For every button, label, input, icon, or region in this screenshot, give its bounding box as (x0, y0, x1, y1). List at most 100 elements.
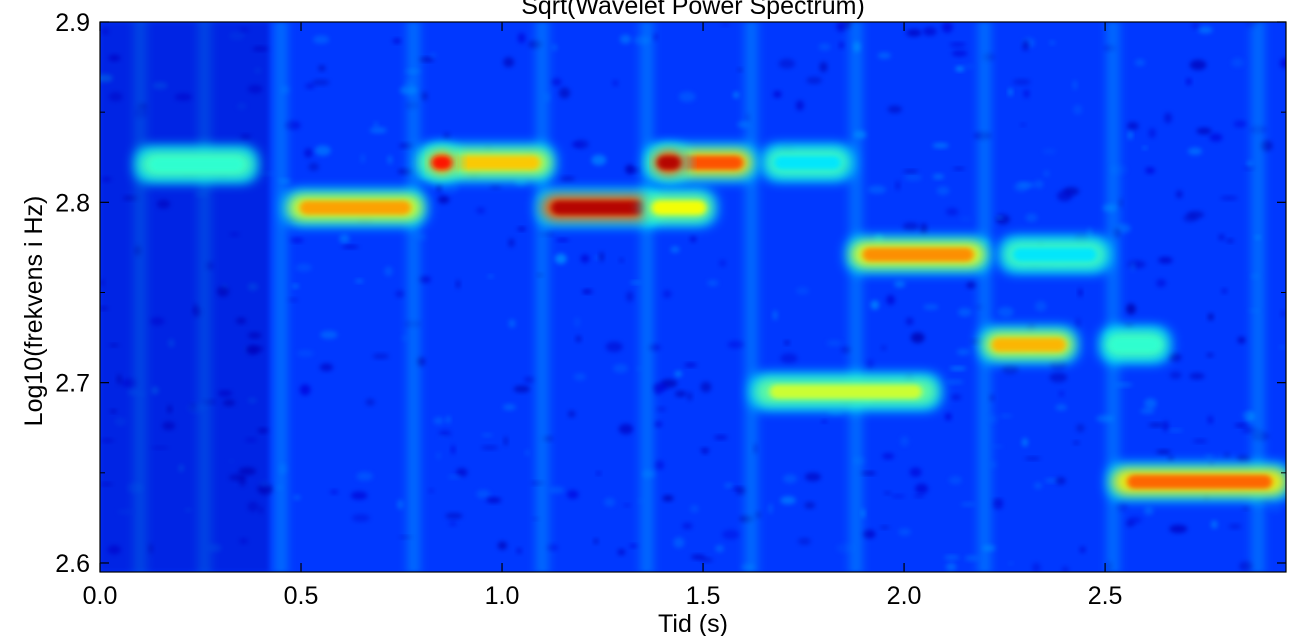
heatmap-speckle (629, 280, 642, 285)
heatmap-speckle (508, 238, 515, 248)
heatmap-speckle (966, 281, 977, 289)
heatmap-speckle (503, 57, 515, 68)
heatmap-speckle (804, 472, 821, 482)
heatmap-speckle (549, 486, 565, 494)
heatmap-speckle (1055, 477, 1066, 485)
heatmap-speckle (1280, 57, 1286, 69)
heatmap-speckle (292, 284, 299, 289)
heatmap-speckle (905, 317, 914, 326)
heatmap-speckle (513, 385, 531, 393)
heatmap-speckle (314, 145, 331, 156)
heatmap-speckle (654, 460, 664, 470)
heatmap-speckle (489, 184, 502, 189)
heatmap-speckle (945, 207, 959, 216)
heatmap-speckle (1142, 146, 1147, 150)
onset-streak (640, 22, 653, 572)
heatmap-speckle (634, 366, 643, 371)
heatmap-speckle (1168, 456, 1174, 462)
heatmap-speckle (626, 291, 634, 302)
heatmap-speckle (1239, 561, 1254, 572)
heatmap-speckle (1226, 238, 1234, 243)
heatmap-speckle (1268, 505, 1282, 514)
heatmap-speckle (1176, 190, 1183, 199)
heatmap-speckle (618, 423, 634, 435)
heatmap-speckle (963, 64, 974, 69)
heatmap-speckle (360, 153, 366, 164)
heatmap-speckle (487, 274, 494, 279)
heatmap-speckle (784, 340, 790, 345)
heatmap-speckle (1140, 408, 1155, 414)
heatmap-speckle (1021, 437, 1028, 447)
heatmap-speckle (904, 174, 923, 181)
heatmap-speckle (1204, 454, 1214, 459)
heatmap-speckle (955, 66, 965, 72)
heatmap-speckle (722, 529, 740, 540)
heatmap-speckle (1158, 256, 1173, 264)
heatmap-speckle (952, 167, 966, 171)
heatmap-speckle (1191, 22, 1200, 29)
heatmap-speckle (783, 474, 797, 484)
heatmap-speckle (456, 468, 468, 477)
heatmap-speckle (384, 266, 393, 277)
heatmap-speckle (443, 132, 450, 140)
heatmap-speckle (1206, 352, 1214, 358)
heatmap-speckle (720, 22, 730, 27)
heatmap-speckle (293, 495, 301, 500)
heatmap-speckle (1043, 170, 1050, 178)
heatmap-speckle (1162, 420, 1169, 432)
heatmap-speckle (436, 452, 441, 460)
heatmap-speckle (768, 503, 773, 515)
y-tick-label: 2.8 (55, 189, 90, 217)
heatmap-speckle (613, 363, 628, 373)
heatmap-speckle (304, 148, 313, 158)
heatmap-speckle (682, 522, 693, 530)
heatmap-speckle (433, 417, 444, 425)
heatmap-speckle (898, 528, 911, 536)
heatmap-speckle (1156, 449, 1171, 455)
heatmap-speckle (653, 385, 662, 395)
heatmap-speckle (612, 80, 619, 87)
heatmap-speckle (906, 29, 922, 37)
heatmap-speckle (1061, 566, 1069, 572)
heatmap-speckle (653, 33, 658, 41)
heatmap-speckle (580, 254, 590, 263)
heatmap-speckle (450, 445, 456, 455)
heatmap-speckle (320, 330, 338, 339)
heatmap-speckle (1073, 441, 1080, 445)
heatmap-speckle (429, 53, 437, 58)
heatmap-speckle (866, 359, 874, 370)
heatmap-speckle (690, 235, 697, 243)
heatmap-speckle (1058, 391, 1065, 397)
heatmap-speckle (1130, 261, 1136, 272)
heatmap-speckle (1075, 318, 1081, 329)
heatmap-speckle (662, 495, 674, 502)
heatmap-speckle (420, 91, 428, 101)
heatmap-speckle (922, 26, 937, 36)
onset-streak (978, 22, 991, 572)
heatmap-speckle (678, 91, 696, 103)
heatmap-speckle (900, 436, 909, 447)
heatmap-speckle (861, 508, 866, 519)
heatmap-speckle (1032, 562, 1041, 572)
heatmap-speckle (1169, 524, 1188, 534)
spectral-band (998, 234, 1112, 275)
heatmap-speckle (1034, 180, 1044, 189)
heatmap-speckle (684, 363, 697, 367)
heatmap-speckle (1237, 336, 1246, 344)
heatmap-speckle (1148, 128, 1156, 139)
heatmap-speckle (859, 471, 876, 476)
heatmap-speckle (1076, 423, 1085, 433)
heatmap-speckle (575, 335, 582, 343)
heatmap-speckle (881, 345, 887, 351)
x-tick-label: 1.0 (485, 582, 520, 610)
x-tick-label: 0.5 (284, 582, 319, 610)
heatmap-speckle (313, 35, 330, 44)
y-tick-label: 2.6 (55, 550, 90, 578)
heatmap-speckle (289, 238, 304, 243)
heatmap-speckle (1034, 300, 1047, 312)
heatmap-speckle (476, 207, 486, 214)
heatmap-speckle (283, 120, 301, 130)
heatmap-speckle (707, 279, 719, 287)
heatmap-speckle (1231, 57, 1244, 68)
heatmap-speckle (1189, 372, 1205, 380)
